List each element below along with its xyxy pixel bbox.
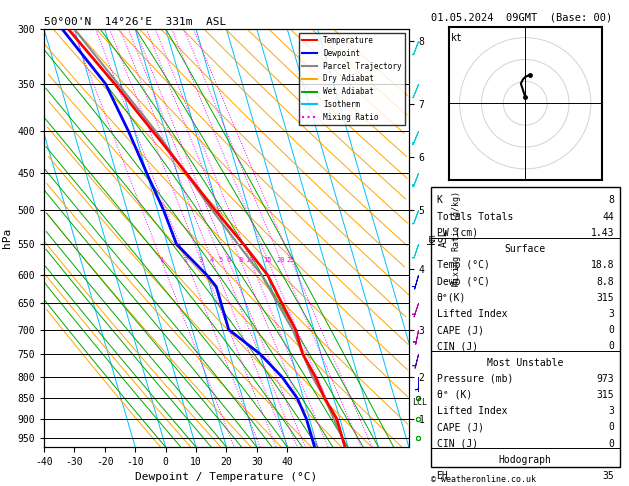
Text: 3: 3 (608, 406, 614, 416)
Text: PW (cm): PW (cm) (437, 228, 477, 238)
Text: 0: 0 (608, 325, 614, 335)
Text: 2: 2 (184, 257, 188, 263)
Text: 1: 1 (159, 257, 164, 263)
Text: CIN (J): CIN (J) (437, 439, 477, 449)
Text: LCL: LCL (413, 398, 428, 407)
Text: Lifted Index: Lifted Index (437, 406, 507, 416)
Text: Surface: Surface (504, 244, 546, 254)
Text: 35: 35 (602, 471, 614, 481)
Text: K: K (437, 195, 442, 206)
Text: kt: kt (451, 33, 462, 43)
Text: 973: 973 (596, 374, 614, 384)
Text: 315: 315 (596, 293, 614, 303)
Legend: Temperature, Dewpoint, Parcel Trajectory, Dry Adiabat, Wet Adiabat, Isotherm, Mi: Temperature, Dewpoint, Parcel Trajectory… (299, 33, 405, 125)
Text: CAPE (J): CAPE (J) (437, 325, 484, 335)
Text: CIN (J): CIN (J) (437, 341, 477, 351)
X-axis label: Dewpoint / Temperature (°C): Dewpoint / Temperature (°C) (135, 472, 318, 483)
Y-axis label: km
ASL: km ASL (427, 229, 449, 247)
Text: 6: 6 (226, 257, 230, 263)
Text: 8: 8 (608, 195, 614, 206)
Text: 4: 4 (210, 257, 214, 263)
Text: 1.43: 1.43 (591, 228, 614, 238)
Text: 8.8: 8.8 (596, 277, 614, 287)
Text: © weatheronline.co.uk: © weatheronline.co.uk (431, 474, 536, 484)
Text: 315: 315 (596, 390, 614, 400)
Text: 44: 44 (602, 212, 614, 222)
Text: 10: 10 (245, 257, 254, 263)
Text: Pressure (mb): Pressure (mb) (437, 374, 513, 384)
Text: 20: 20 (277, 257, 285, 263)
Text: 50°00'N  14°26'E  331m  ASL: 50°00'N 14°26'E 331m ASL (44, 17, 226, 27)
Text: CAPE (J): CAPE (J) (437, 422, 484, 433)
Text: 0: 0 (608, 422, 614, 433)
Text: θᵉ(K): θᵉ(K) (437, 293, 466, 303)
Text: 3: 3 (199, 257, 203, 263)
Text: 01.05.2024  09GMT  (Base: 00): 01.05.2024 09GMT (Base: 00) (431, 12, 612, 22)
Text: 25: 25 (287, 257, 296, 263)
Text: Dewp (°C): Dewp (°C) (437, 277, 489, 287)
Text: 3: 3 (608, 309, 614, 319)
Text: Most Unstable: Most Unstable (487, 358, 564, 367)
Text: θᵉ (K): θᵉ (K) (437, 390, 472, 400)
Text: 15: 15 (264, 257, 272, 263)
Text: 5: 5 (219, 257, 223, 263)
Text: 0: 0 (608, 341, 614, 351)
Y-axis label: hPa: hPa (2, 228, 12, 248)
Text: 0: 0 (608, 439, 614, 449)
Text: Temp (°C): Temp (°C) (437, 260, 489, 270)
Text: 8: 8 (238, 257, 242, 263)
Text: Lifted Index: Lifted Index (437, 309, 507, 319)
Text: Hodograph: Hodograph (499, 455, 552, 465)
Text: EH: EH (437, 471, 448, 481)
Text: Totals Totals: Totals Totals (437, 212, 513, 222)
Text: Mixing Ratio (g/kg): Mixing Ratio (g/kg) (452, 191, 461, 286)
Text: 18.8: 18.8 (591, 260, 614, 270)
